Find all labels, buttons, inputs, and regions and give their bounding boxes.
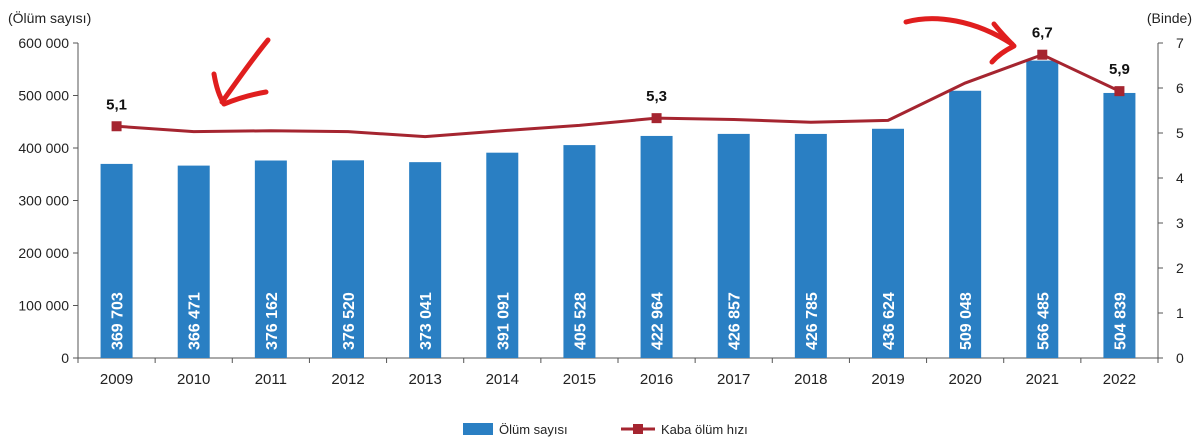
legend-bar-label: Ölüm sayısı [499, 422, 568, 437]
left-tick-label: 400 000 [18, 140, 69, 156]
point-label: 5,9 [1109, 61, 1130, 78]
legend-line-label: Kaba ölüm hızı [661, 422, 748, 437]
bar [563, 145, 596, 358]
bar-value-label: 373 041 [418, 292, 435, 350]
point-label: 6,7 [1032, 25, 1053, 42]
legend: Ölüm sayısı Kaba ölüm hızı [463, 422, 748, 437]
arrow-1-head [211, 71, 269, 107]
bar-value-label: 504 839 [1112, 292, 1129, 350]
point-label: 5,3 [646, 88, 667, 105]
x-tick-label: 2016 [640, 371, 673, 388]
bar [949, 90, 982, 358]
legend-line-marker [633, 424, 643, 434]
x-tick-label: 2010 [177, 371, 210, 388]
line-marker [111, 121, 122, 132]
bar [872, 128, 904, 358]
bar-value-label: 366 471 [187, 292, 204, 350]
line-path [116, 53, 1121, 139]
bar [486, 152, 519, 358]
bar-value-label: 369 703 [110, 292, 127, 350]
right-tick-label: 0 [1176, 350, 1184, 366]
axes: 0 100 000 200 000 300 000 400 000 500 000 600 … [8, 9, 1192, 388]
line-marker [1114, 86, 1125, 97]
bar [332, 160, 364, 358]
left-tick-label: 600 000 [18, 35, 69, 51]
bar [640, 135, 673, 358]
line-marker [1037, 49, 1048, 60]
point-label: 5,1 [106, 96, 127, 113]
bar [794, 133, 827, 358]
bar [1103, 92, 1136, 358]
bar [409, 162, 442, 358]
bar-value-label: 566 485 [1035, 292, 1052, 350]
right-tick-label: 6 [1176, 80, 1184, 96]
left-tick-label: 0 [61, 350, 69, 366]
arrow-2-head [989, 21, 1017, 65]
x-tick-label: 2018 [794, 371, 827, 388]
right-tick-label: 2 [1176, 260, 1184, 276]
right-tick-label: 1 [1176, 305, 1184, 321]
bar-value-label: 426 857 [727, 292, 744, 350]
bar-value-label: 376 162 [264, 292, 281, 350]
x-tick-label: 2021 [1026, 371, 1059, 388]
bar-value-label: 391 091 [495, 292, 512, 350]
bar [1026, 60, 1059, 359]
x-tick-label: 2009 [100, 371, 133, 388]
x-tick-label: 2012 [331, 371, 364, 388]
x-tick-label: 2017 [717, 371, 750, 388]
arrow-1-shaft [219, 37, 271, 105]
bar [717, 133, 750, 358]
x-tick-label: 2019 [871, 371, 904, 388]
right-tick-label: 4 [1176, 170, 1184, 186]
line-marker [651, 113, 662, 124]
x-tick-label: 2014 [486, 371, 519, 388]
left-axis-unit: (Ölüm sayısı) [8, 9, 91, 26]
x-tick-label: 2022 [1103, 371, 1136, 388]
bar-series: 369 703 366 471 376 162 376 520 373 041 391 0… [100, 60, 1136, 359]
bar-value-label: 422 964 [650, 292, 667, 350]
x-tick-label: 2013 [408, 371, 441, 388]
left-tick-label: 500 000 [18, 88, 69, 104]
right-axis-unit: (Binde) [1147, 10, 1192, 26]
left-tick-label: 100 000 [18, 298, 69, 314]
legend-bar-swatch [463, 423, 493, 435]
bar [100, 163, 133, 358]
bar-value-label: 426 785 [804, 292, 821, 350]
bar [177, 165, 210, 358]
right-tick-label: 5 [1176, 125, 1184, 141]
bar-value-label: 509 048 [958, 292, 975, 350]
arrow-2-shaft [903, 16, 1015, 47]
line-series: 5,1 5,3 6,7 5,9 [106, 25, 1130, 139]
right-tick-label: 7 [1176, 35, 1184, 51]
annotations [211, 16, 1017, 107]
bar [254, 160, 287, 358]
left-tick-label: 200 000 [18, 245, 69, 261]
bar-value-label: 405 528 [572, 292, 589, 350]
right-tick-label: 3 [1176, 215, 1184, 231]
x-tick-label: 2011 [255, 371, 287, 388]
bar-value-label: 436 624 [881, 292, 898, 350]
left-tick-label: 300 000 [18, 193, 69, 209]
x-tick-label: 2015 [563, 371, 596, 388]
x-tick-label: 2020 [948, 371, 981, 388]
bar-value-label: 376 520 [341, 292, 358, 350]
